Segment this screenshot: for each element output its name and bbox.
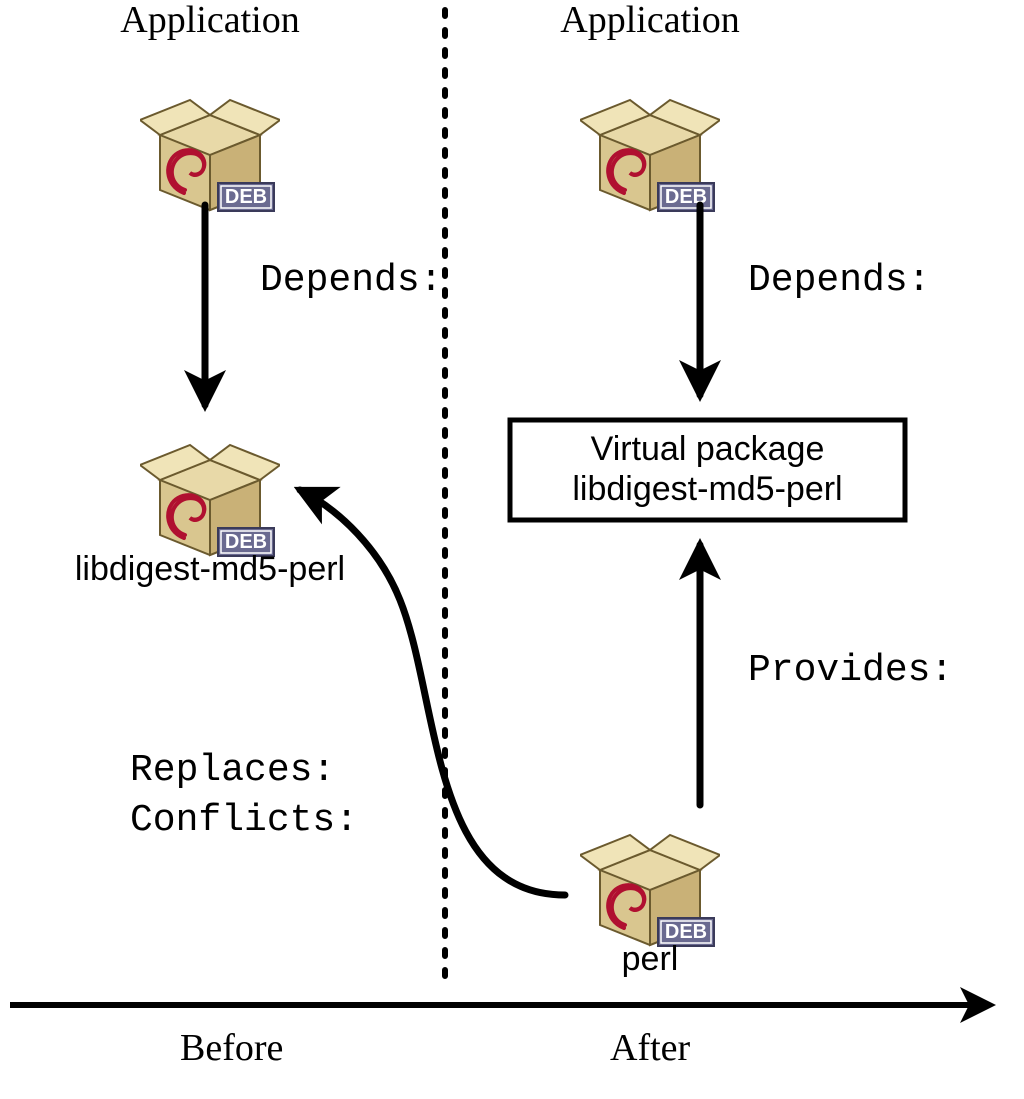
virtual-package-box: Virtual packagelibdigest-md5-perl [510,420,905,520]
edge-label: Replaces: [130,749,335,792]
timeline-before-label: Before [180,1027,283,1069]
node-caption: perl [622,940,679,978]
deb-package-icon: Application [560,0,739,211]
deb-package-icon: libdigest-md5-perl [75,445,345,588]
edge-label-line2: Conflicts: [130,799,358,842]
deb-package-icon: perl [580,835,720,978]
node-title: Application [120,0,299,41]
edge-label: Depends: [260,259,442,302]
node-caption: libdigest-md5-perl [75,550,345,588]
virtual-box-line2: libdigest-md5-perl [572,470,842,508]
virtual-box-line1: Virtual package [591,430,825,468]
timeline-after-label: After [610,1027,691,1069]
deb-package-icon: Application [120,0,299,211]
node-title: Application [560,0,739,41]
edge-label: Provides: [748,649,953,692]
edge-label: Depends: [748,259,930,302]
